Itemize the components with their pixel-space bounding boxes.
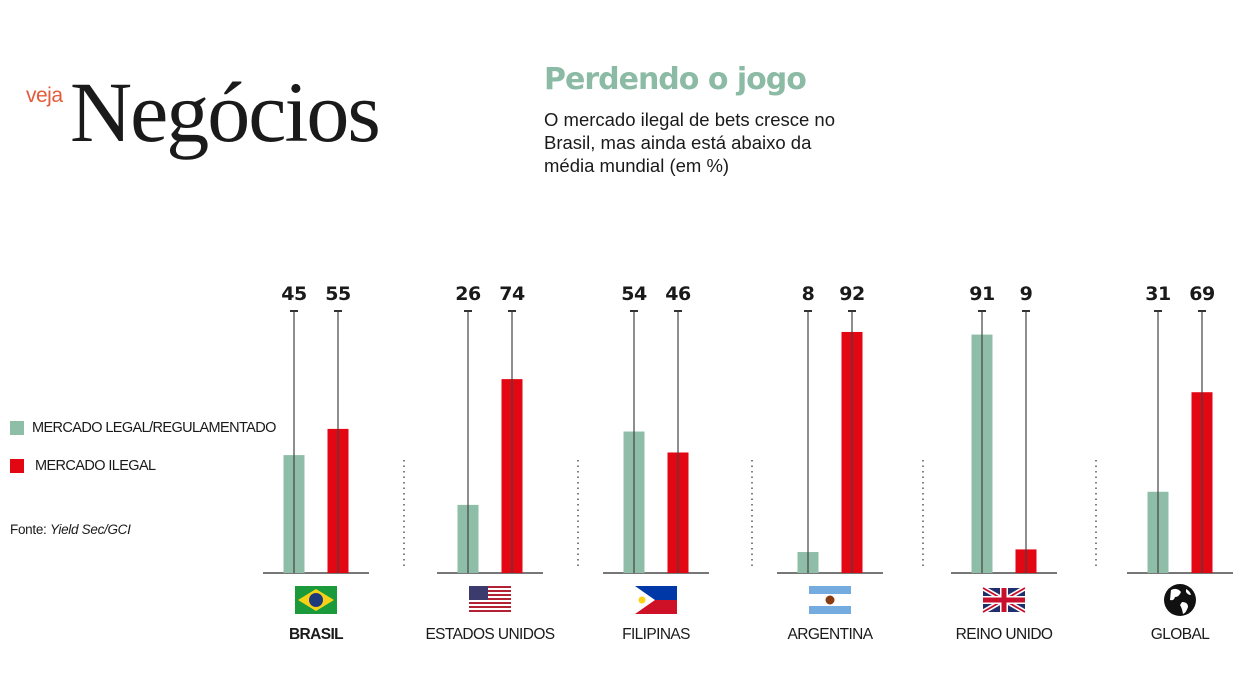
philippines-flag-icon — [635, 586, 677, 614]
legend-item-ilegal: MERCADO ILEGAL — [10, 456, 276, 476]
country-label: FILIPINAS — [622, 626, 690, 643]
veja-negocios-logo: veja Negócios — [26, 62, 446, 172]
value-label: 69 — [1189, 283, 1214, 305]
value-label: 9 — [1020, 283, 1033, 305]
legend: MERCADO LEGAL/REGULAMENTADO MERCADO ILEG… — [10, 418, 276, 494]
logo-veja: veja — [26, 84, 63, 107]
legend-item-legal: MERCADO LEGAL/REGULAMENTADO — [10, 418, 276, 438]
legend-swatch-ilegal — [10, 459, 24, 473]
legend-swatch-legal — [10, 421, 24, 435]
argentina-flag-icon — [809, 586, 851, 614]
globe-icon — [1164, 584, 1196, 616]
source-prefix: Fonte: — [10, 522, 47, 537]
country-label: GLOBAL — [1150, 626, 1210, 643]
country-label: BRASIL — [288, 626, 344, 643]
value-label: 46 — [665, 283, 691, 305]
country-label: ARGENTINA — [787, 626, 873, 643]
value-label: 92 — [839, 283, 864, 305]
country-label: ESTADOS UNIDOS — [425, 626, 555, 643]
source-note: Fonte: Yield Sec/GCI — [10, 522, 131, 537]
value-label: 91 — [969, 283, 994, 305]
value-label: 8 — [802, 283, 815, 305]
source-name: Yield Sec/GCI — [49, 522, 131, 537]
logo-negocios: Negócios — [70, 64, 381, 160]
uk-flag-icon — [981, 585, 1027, 615]
brazil-flag-icon — [295, 586, 337, 614]
chart-title: Perdendo o jogo — [544, 62, 807, 97]
usa-flag-icon — [469, 586, 511, 612]
value-label: 74 — [499, 283, 525, 305]
value-label: 55 — [325, 283, 350, 305]
legend-label-ilegal: MERCADO ILEGAL — [35, 458, 156, 474]
country-label: REINO UNIDO — [955, 626, 1053, 643]
value-label: 54 — [621, 283, 647, 305]
value-label: 26 — [455, 283, 481, 305]
value-label: 31 — [1145, 283, 1170, 305]
chart-subtitle: O mercado ilegal de bets cresce no Brasi… — [544, 109, 836, 176]
value-label: 45 — [281, 283, 306, 305]
legend-label-legal: MERCADO LEGAL/REGULAMENTADO — [32, 420, 276, 436]
